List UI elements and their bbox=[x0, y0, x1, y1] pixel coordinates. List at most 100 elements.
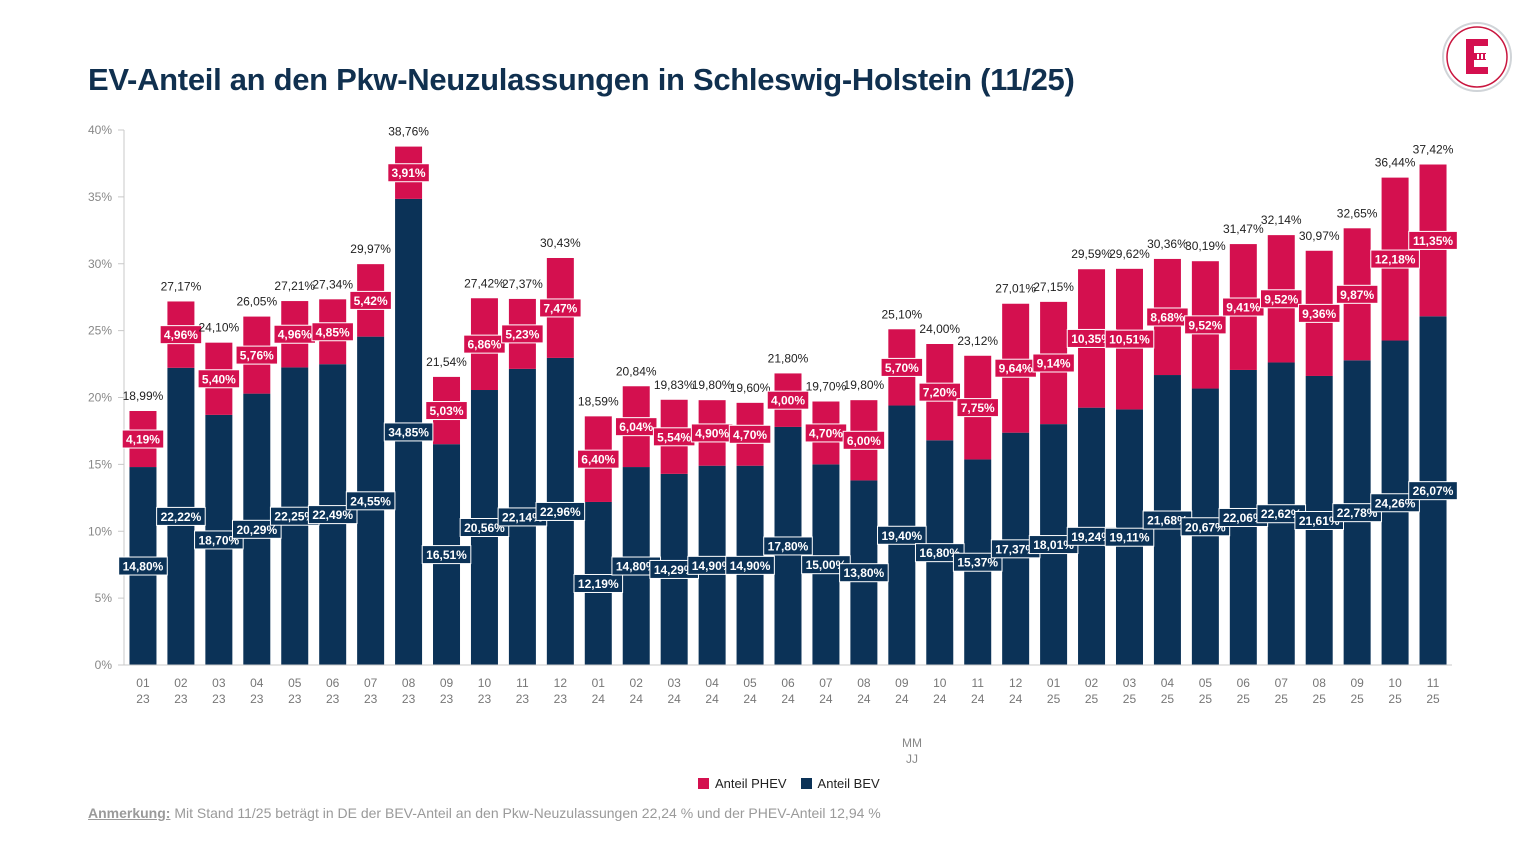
data-label-total: 23,12% bbox=[957, 334, 998, 348]
data-label-phev-box bbox=[1032, 353, 1075, 373]
data-label-phev-box bbox=[387, 163, 430, 183]
data-label-total: 19,70% bbox=[806, 380, 847, 394]
data-label-phev-text: 4,70% bbox=[733, 428, 767, 442]
data-label-phev-text: 9,36% bbox=[1302, 307, 1336, 321]
data-label-phev-box bbox=[1297, 303, 1341, 323]
data-label-bev-text: 14,90% bbox=[692, 559, 733, 573]
x-tick-label-month: 03 bbox=[667, 676, 681, 690]
data-label-phev: 5,23% bbox=[501, 324, 544, 344]
x-tick-label-year: 24 bbox=[857, 692, 871, 706]
x-tick-label-year: 24 bbox=[1009, 692, 1023, 706]
data-label-bev-text: 22,49% bbox=[312, 508, 353, 522]
data-label-phev-text: 5,54% bbox=[657, 430, 691, 444]
x-tick-label-month: 04 bbox=[705, 676, 719, 690]
data-label-bev: 21,68% bbox=[1142, 510, 1193, 530]
data-label-bev: 13,80% bbox=[839, 563, 889, 583]
y-tick-label: 15% bbox=[88, 457, 112, 471]
data-label-total: 19,80% bbox=[844, 378, 885, 392]
data-label-phev-box bbox=[501, 324, 544, 344]
data-label-total: 27,17% bbox=[161, 280, 202, 294]
data-label-total: 19,80% bbox=[692, 378, 733, 392]
data-label-total: 30,43% bbox=[540, 236, 581, 250]
data-label-bev-text: 22,22% bbox=[161, 510, 202, 524]
x-tick-label-year: 25 bbox=[1426, 692, 1440, 706]
data-label-phev-text: 7,75% bbox=[961, 401, 995, 415]
data-label-phev: 7,20% bbox=[918, 382, 962, 402]
data-label-phev-box bbox=[197, 369, 241, 389]
data-label-phev-box bbox=[463, 334, 506, 354]
data-label-phev-box bbox=[956, 398, 999, 418]
data-label-bev-text: 19,40% bbox=[881, 529, 922, 543]
data-label-total: 38,76% bbox=[388, 125, 429, 139]
data-label-total: 20,84% bbox=[616, 364, 657, 378]
data-label-bev: 24,26% bbox=[1370, 493, 1420, 513]
x-tick-label-month: 09 bbox=[440, 676, 454, 690]
x-tick-label-year: 23 bbox=[402, 692, 416, 706]
x-tick-label-year: 23 bbox=[212, 692, 226, 706]
data-label-bev-box bbox=[345, 491, 396, 511]
data-label-phev-box bbox=[121, 429, 165, 449]
data-label-phev-box bbox=[1335, 284, 1379, 304]
data-label-phev: 5,40% bbox=[197, 369, 241, 389]
data-label-bev: 16,80% bbox=[914, 543, 965, 563]
y-tick-label: 5% bbox=[95, 591, 113, 605]
data-label-phev: 4,70% bbox=[804, 423, 848, 443]
legend-swatch-bev bbox=[800, 778, 812, 789]
data-label-bev-text: 22,78% bbox=[1337, 506, 1378, 520]
data-label-bev: 17,37% bbox=[990, 539, 1041, 559]
data-label-bev-text: 15,00% bbox=[806, 558, 847, 572]
data-label-phev: 4,70% bbox=[728, 424, 772, 444]
data-label-bev-text: 14,80% bbox=[123, 560, 164, 574]
data-label-total: 19,60% bbox=[730, 381, 771, 395]
data-label-bev-box bbox=[383, 422, 434, 442]
data-label-phev-box bbox=[349, 290, 392, 310]
legend-swatch-phev bbox=[698, 778, 709, 789]
data-label-phev-box bbox=[539, 298, 582, 318]
data-label-phev-text: 4,00% bbox=[771, 394, 805, 408]
data-label-phev: 4,96% bbox=[159, 325, 203, 345]
data-label-phev-box bbox=[1184, 315, 1227, 335]
x-tick-label-month: 01 bbox=[1047, 676, 1061, 690]
data-label-total: 21,54% bbox=[426, 355, 467, 369]
data-label-bev-box bbox=[952, 552, 1003, 572]
data-label-bev: 15,37% bbox=[952, 552, 1003, 572]
y-tick-label: 10% bbox=[88, 524, 112, 538]
data-label-total: 29,59% bbox=[1071, 247, 1112, 261]
data-label-phev-text: 9,52% bbox=[1264, 292, 1298, 306]
data-label-phev-text: 8,68% bbox=[1150, 310, 1184, 324]
x-tick-label-year: 25 bbox=[1123, 692, 1137, 706]
y-tick-label: 35% bbox=[88, 190, 112, 204]
chart-legend: Anteil PHEV Anteil BEV bbox=[698, 776, 880, 791]
footnote: Anmerkung: Mit Stand 11/25 beträgt in DE… bbox=[88, 805, 881, 821]
data-label-total: 29,97% bbox=[350, 242, 391, 256]
x-tick-label-year: 23 bbox=[136, 692, 150, 706]
data-label-phev: 5,70% bbox=[880, 357, 924, 377]
data-label-total: 18,59% bbox=[578, 394, 619, 408]
data-label-phev: 4,00% bbox=[766, 390, 810, 410]
data-label-phev-box bbox=[842, 430, 886, 450]
data-label-total: 18,99% bbox=[123, 389, 164, 403]
data-label-phev: 7,47% bbox=[539, 298, 582, 318]
data-label-bev-box bbox=[421, 545, 472, 565]
data-label-phev: 9,52% bbox=[1260, 289, 1303, 309]
data-label-phev-text: 9,41% bbox=[1226, 301, 1260, 315]
x-tick-label-month: 07 bbox=[1275, 676, 1289, 690]
data-label-bev-box bbox=[307, 505, 358, 525]
page-title: EV-Anteil an den Pkw-Neuzulassungen in S… bbox=[88, 62, 1075, 97]
x-tick-label-month: 10 bbox=[1388, 676, 1402, 690]
x-tick-label-month: 04 bbox=[1161, 676, 1175, 690]
data-label-bev-text: 22,96% bbox=[540, 505, 581, 519]
data-label-bev: 17,80% bbox=[763, 536, 813, 556]
data-label-phev-text: 5,40% bbox=[202, 372, 236, 386]
data-label-phev: 9,36% bbox=[1297, 303, 1341, 323]
data-label-bev: 12,19% bbox=[573, 573, 624, 593]
data-label-phev-box bbox=[880, 357, 924, 377]
data-label-bev-text: 20,29% bbox=[236, 523, 277, 537]
data-label-bev: 14,80% bbox=[118, 556, 168, 576]
x-tick-label-year: 24 bbox=[933, 692, 947, 706]
data-label-bev-text: 21,68% bbox=[1147, 514, 1188, 528]
x-tick-label-month: 11 bbox=[1427, 676, 1440, 690]
data-label-bev-text: 24,55% bbox=[350, 494, 391, 508]
data-label-bev: 22,22% bbox=[156, 506, 206, 526]
data-label-bev-text: 13,80% bbox=[844, 566, 885, 580]
